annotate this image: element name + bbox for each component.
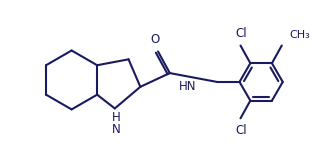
Text: H
N: H N [111, 111, 120, 136]
Text: CH₃: CH₃ [290, 30, 310, 40]
Text: HN: HN [179, 80, 196, 93]
Text: Cl: Cl [236, 124, 247, 137]
Text: O: O [150, 33, 160, 46]
Text: Cl: Cl [236, 27, 247, 40]
